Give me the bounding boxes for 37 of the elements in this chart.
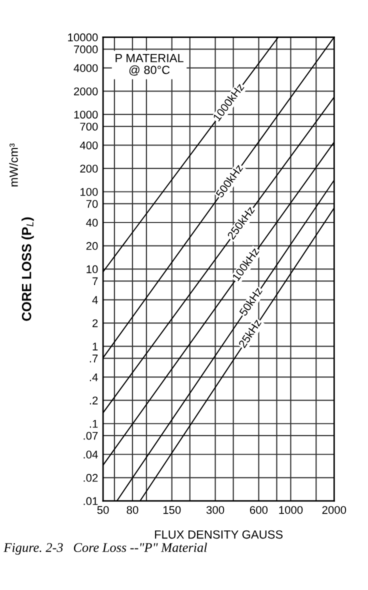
y-tick-label: 70 [86, 200, 98, 208]
y-tick-label: 7 [92, 277, 98, 286]
y-tick-label: 1 [92, 342, 98, 350]
x-tick-label: 80 [126, 506, 138, 514]
y-tick-label: .7 [90, 354, 98, 362]
y-tick-label: 1000 [74, 110, 98, 119]
y-tick-label: 7000 [74, 45, 98, 54]
x-tick-label: 600 [250, 506, 268, 514]
y-tick-label: 2 [92, 319, 98, 328]
y-axis-title: CORE LOSS (P$_{L}$) [22, 217, 34, 321]
y-tick-label: 40 [86, 218, 98, 227]
x-tick-label: 50 [97, 506, 109, 514]
y-tick-label: 100 [80, 188, 98, 196]
y-tick-label: .07 [84, 432, 98, 440]
y-tick-label: 700 [80, 122, 98, 131]
annotation: P MATERIAL @ 80°C [116, 54, 184, 76]
y-tick-label: .2 [90, 396, 98, 404]
y-tick-label: .02 [84, 474, 98, 482]
y-tick-label: .04 [84, 450, 98, 459]
y-tick-label: 2000 [74, 87, 98, 96]
y-tick-label: 400 [80, 141, 98, 150]
x-tick-label: 300 [206, 506, 224, 514]
x-tick-label: 1000 [279, 506, 303, 514]
text: mW/cm³ [9, 143, 18, 186]
y-tick-label: 200 [80, 164, 98, 173]
x-axis-title: FLUX DENSITY GAUSS [155, 530, 283, 539]
y-tick-label: .01 [84, 497, 98, 506]
y-tick-label: 4000 [74, 64, 98, 72]
y-tick-label: .1 [90, 420, 98, 428]
y-tick-label: 10 [86, 265, 98, 274]
y-tick-label: 4 [92, 296, 98, 304]
x-tick-label: 150 [163, 506, 181, 514]
y-tick-label: 20 [86, 242, 98, 250]
y-tick-label: .4 [90, 373, 98, 382]
x-tick-label: 2000 [322, 506, 346, 514]
text: Figure. 2-3 Core Loss --"P" Material [4, 542, 207, 555]
y-tick-label: 10000 [68, 33, 98, 42]
